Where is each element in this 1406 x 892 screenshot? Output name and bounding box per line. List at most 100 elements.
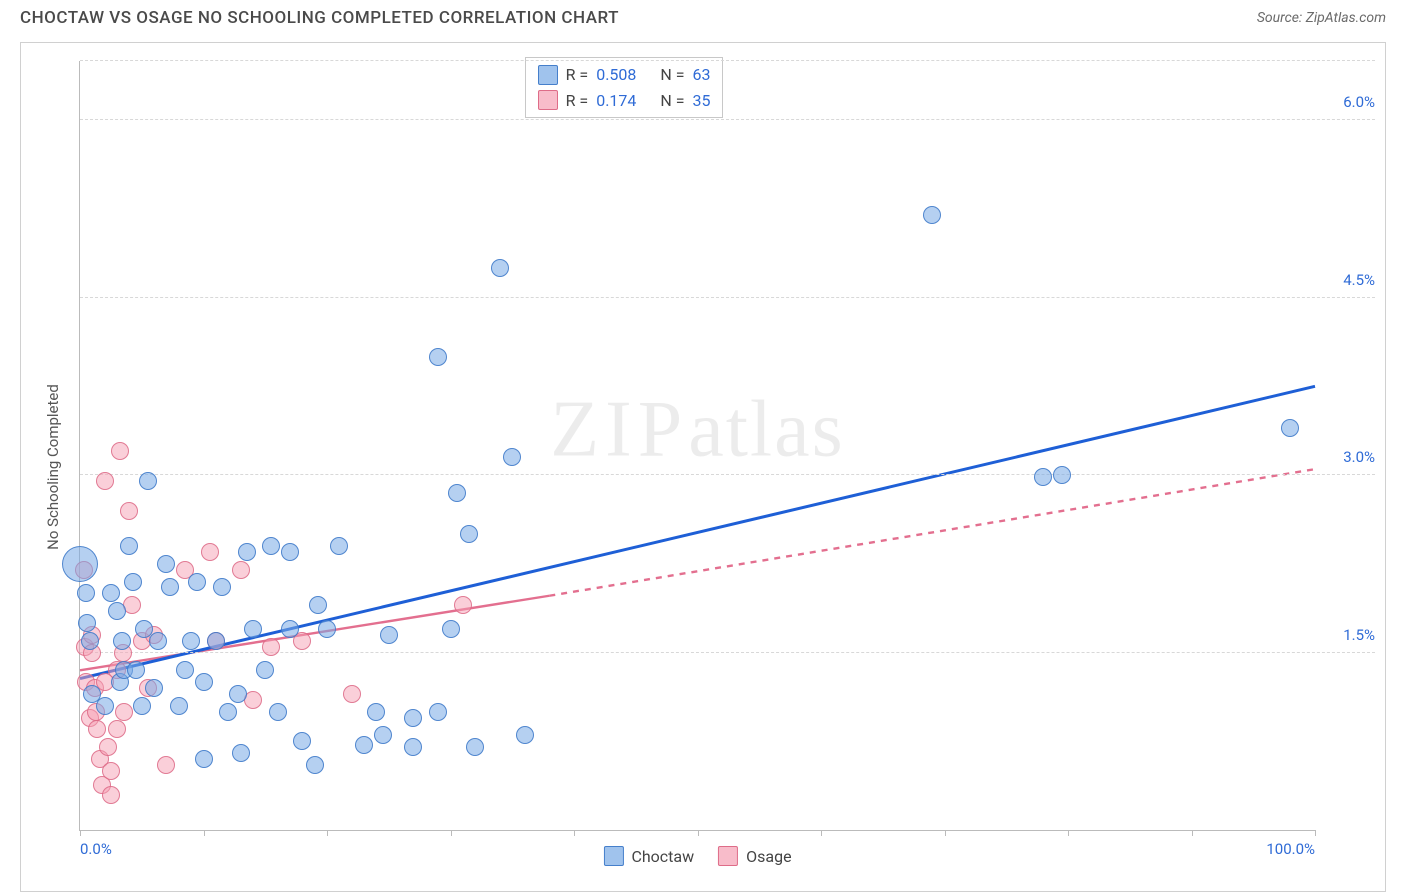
y-axis-label: No Schooling Completed bbox=[44, 384, 62, 550]
data-point bbox=[78, 614, 96, 632]
data-point bbox=[81, 632, 99, 650]
data-point bbox=[244, 620, 262, 638]
data-point bbox=[1034, 468, 1052, 486]
chart-container: No Schooling Completed ZIPatlas R = 0.50… bbox=[20, 42, 1386, 892]
gridline bbox=[80, 474, 1375, 475]
x-tick bbox=[1068, 830, 1069, 836]
data-point bbox=[429, 348, 447, 366]
data-point bbox=[99, 738, 117, 756]
y-tick-label: 4.5% bbox=[1321, 271, 1375, 289]
x-tick-label: 100.0% bbox=[1266, 840, 1315, 858]
data-point bbox=[120, 537, 138, 555]
data-point bbox=[367, 703, 385, 721]
data-point bbox=[115, 703, 133, 721]
data-point bbox=[113, 632, 131, 650]
x-tick bbox=[698, 830, 699, 836]
data-point bbox=[188, 573, 206, 591]
data-point bbox=[923, 206, 941, 224]
data-point bbox=[149, 632, 167, 650]
stats-row-osage: R = 0.174 N = 35 bbox=[538, 88, 711, 114]
data-point bbox=[343, 685, 361, 703]
data-point bbox=[219, 703, 237, 721]
r-value-choctaw: 0.508 bbox=[596, 62, 636, 88]
data-point bbox=[269, 703, 287, 721]
gridline bbox=[80, 297, 1375, 298]
watermark: ZIPatlas bbox=[550, 385, 845, 476]
swatch-osage-icon bbox=[718, 846, 738, 866]
r-value-osage: 0.174 bbox=[596, 88, 636, 114]
data-point bbox=[232, 561, 250, 579]
x-tick bbox=[451, 830, 452, 836]
data-point bbox=[176, 661, 194, 679]
data-point bbox=[102, 584, 120, 602]
trend-line bbox=[80, 386, 1315, 678]
data-point bbox=[170, 697, 188, 715]
y-tick-label: 3.0% bbox=[1321, 448, 1375, 466]
r-label: R = bbox=[566, 62, 589, 88]
data-point bbox=[306, 756, 324, 774]
x-tick bbox=[1315, 830, 1316, 836]
n-label: N = bbox=[660, 62, 684, 88]
data-point bbox=[238, 543, 256, 561]
data-point bbox=[182, 632, 200, 650]
data-point bbox=[88, 720, 106, 738]
trend-lines-svg bbox=[80, 61, 1315, 830]
data-point bbox=[429, 703, 447, 721]
data-point bbox=[213, 578, 231, 596]
legend-label-choctaw: Choctaw bbox=[631, 847, 694, 866]
data-point bbox=[133, 697, 151, 715]
data-point bbox=[1281, 419, 1299, 437]
data-point bbox=[1053, 466, 1071, 484]
data-point bbox=[207, 632, 225, 650]
series-legend: Choctaw Osage bbox=[603, 846, 791, 866]
data-point bbox=[374, 726, 392, 744]
data-point bbox=[318, 620, 336, 638]
legend-item-osage: Osage bbox=[718, 846, 791, 866]
data-point bbox=[491, 259, 509, 277]
x-tick bbox=[821, 830, 822, 836]
data-point bbox=[108, 602, 126, 620]
x-tick bbox=[945, 830, 946, 836]
data-point bbox=[127, 661, 145, 679]
stats-row-choctaw: R = 0.508 N = 63 bbox=[538, 62, 711, 88]
watermark-atlas: atlas bbox=[688, 386, 845, 474]
data-point bbox=[330, 537, 348, 555]
gridline bbox=[80, 119, 1375, 120]
data-point bbox=[139, 472, 157, 490]
data-point bbox=[201, 543, 219, 561]
data-point bbox=[355, 736, 373, 754]
r-label: R = bbox=[566, 88, 589, 114]
x-tick bbox=[327, 830, 328, 836]
data-point bbox=[108, 720, 126, 738]
data-point bbox=[404, 738, 422, 756]
data-point bbox=[448, 484, 466, 502]
data-point bbox=[503, 448, 521, 466]
data-point bbox=[195, 673, 213, 691]
data-point bbox=[62, 546, 98, 582]
plot-area: ZIPatlas R = 0.508 N = 63 R = 0.174 N = … bbox=[79, 61, 1315, 831]
n-label: N = bbox=[660, 88, 684, 114]
data-point bbox=[460, 525, 478, 543]
n-value-osage: 35 bbox=[693, 88, 711, 114]
swatch-choctaw-icon bbox=[538, 65, 558, 85]
data-point bbox=[256, 661, 274, 679]
data-point bbox=[404, 709, 422, 727]
data-point bbox=[145, 679, 163, 697]
data-point bbox=[229, 685, 247, 703]
data-point bbox=[157, 555, 175, 573]
x-tick bbox=[574, 830, 575, 836]
swatch-choctaw-icon bbox=[603, 846, 623, 866]
data-point bbox=[516, 726, 534, 744]
data-point bbox=[195, 750, 213, 768]
data-point bbox=[262, 638, 280, 656]
y-tick-label: 1.5% bbox=[1321, 626, 1375, 644]
stats-legend: R = 0.508 N = 63 R = 0.174 N = 35 bbox=[525, 57, 724, 118]
data-point bbox=[96, 697, 114, 715]
gridline bbox=[80, 60, 1375, 61]
source-credit: Source: ZipAtlas.com bbox=[1257, 10, 1386, 26]
chart-title: CHOCTAW VS OSAGE NO SCHOOLING COMPLETED … bbox=[20, 8, 619, 28]
data-point bbox=[111, 442, 129, 460]
data-point bbox=[281, 543, 299, 561]
data-point bbox=[124, 573, 142, 591]
data-point bbox=[281, 620, 299, 638]
